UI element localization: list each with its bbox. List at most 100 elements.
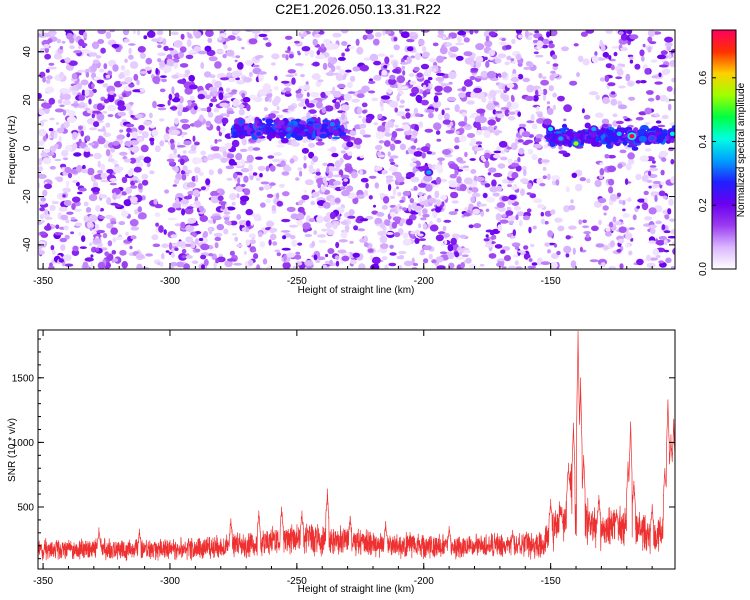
spectrogram-cell <box>604 75 610 83</box>
spectrogram-cell <box>543 144 549 149</box>
spectrogram-cell <box>628 96 636 101</box>
spectrogram-cell <box>194 141 200 146</box>
spectrogram-cell <box>317 138 323 142</box>
spectrogram-cell <box>232 30 241 34</box>
spectrogram-cell <box>338 239 348 243</box>
spectrogram-cell <box>522 77 531 83</box>
spectrogram-cell <box>420 217 427 221</box>
spectrogram-cell <box>381 69 388 76</box>
spectrogram-cell <box>519 219 523 227</box>
spectrogram-cell <box>219 127 226 133</box>
spectrogram-cell <box>78 39 85 47</box>
spectrogram-cell <box>334 160 342 169</box>
y-tick-label: 20 <box>22 94 33 106</box>
spectrogram-cell <box>177 51 185 59</box>
spectrogram-hotspot <box>649 136 655 141</box>
spectrogram-cell <box>200 254 207 260</box>
spectrogram-band-cell <box>340 124 345 131</box>
spectrogram-cell <box>432 210 438 219</box>
spectrogram-hotspot <box>573 141 579 146</box>
spectrogram-cell <box>595 243 605 248</box>
spectrogram-cell <box>471 113 480 116</box>
spectrogram-cell <box>663 230 671 234</box>
spectrogram-cell <box>348 45 355 50</box>
spectrogram-cell <box>229 193 237 201</box>
spectrogram-cell <box>265 42 272 47</box>
spectrogram-cell <box>174 117 179 125</box>
spectrogram-cell <box>253 253 259 260</box>
spectrogram-cell <box>267 155 275 159</box>
spectrogram-cell <box>422 51 430 58</box>
spectrogram-cell <box>610 91 616 95</box>
spectrogram-cell <box>237 177 241 184</box>
spectrogram-cell <box>133 73 139 81</box>
spectrogram-cell <box>80 79 89 86</box>
spectrogram-cell <box>463 37 470 43</box>
spectrogram-cell <box>115 48 122 53</box>
spectrogram-cell <box>422 222 428 230</box>
spectrogram-cell <box>502 94 510 102</box>
spectrogram-cell <box>428 253 433 260</box>
spectrogram-cell <box>392 188 397 196</box>
spectrogram-cell <box>507 116 516 121</box>
spectrogram-cell <box>389 195 396 199</box>
spectrogram-cell <box>119 129 124 133</box>
spectrogram-cell <box>548 85 554 92</box>
spectrogram-cell <box>271 204 276 212</box>
spectrogram-cell <box>488 89 497 98</box>
spectrogram-cell <box>589 259 599 263</box>
spectrogram-cell <box>50 245 55 251</box>
spectrogram-cell <box>506 206 511 211</box>
spectrogram-cell <box>594 51 598 57</box>
spectrogram-cell <box>455 55 464 61</box>
spectrogram-cell <box>664 214 670 220</box>
spectrogram-cell <box>340 150 347 154</box>
spectrogram-cell <box>616 68 624 76</box>
spectrogram-cell <box>188 74 195 82</box>
spectrogram-cell <box>107 70 113 76</box>
spectrogram-cell <box>208 253 214 257</box>
spectrogram-cell <box>88 52 98 57</box>
spectrogram-cell <box>514 260 519 266</box>
spectrogram-cell <box>104 251 110 257</box>
spectrogram-cell <box>171 243 176 247</box>
spectrogram-cell <box>429 83 433 88</box>
spectrogram-cell <box>248 259 254 267</box>
spectrogram-cell <box>226 153 235 159</box>
spectrogram-cell <box>297 206 305 213</box>
spectrogram-cell <box>618 226 627 233</box>
spectrogram-cell <box>652 248 660 256</box>
spectrogram-cell <box>266 92 273 98</box>
spectrogram-cell <box>247 146 254 152</box>
spectrogram-cell <box>109 182 117 186</box>
spectrogram-cell <box>387 88 393 94</box>
spectrogram-cell <box>536 118 545 124</box>
spectrogram-cell <box>262 37 269 41</box>
spectrogram-cell <box>255 156 263 160</box>
spectrogram-cell <box>63 199 72 207</box>
spectrogram-cell <box>579 246 583 252</box>
spectrogram-cell <box>42 102 52 109</box>
spectrogram-cell <box>506 55 512 61</box>
spectrogram-cell <box>591 225 599 232</box>
spectrogram-cell <box>287 69 296 74</box>
spectrogram-band-cell <box>280 137 289 144</box>
spectrogram-cell <box>511 171 519 179</box>
spectrogram-cell <box>44 183 52 190</box>
spectrogram-cell <box>648 185 652 189</box>
spectrogram-cell <box>262 258 268 265</box>
spectrogram-cell <box>69 45 75 50</box>
spectrogram-cell <box>258 33 268 38</box>
spectrogram-cell <box>234 236 239 242</box>
spectrogram-cell <box>109 30 116 33</box>
spectrogram-cell <box>263 107 268 112</box>
spectrogram-cell <box>511 38 516 45</box>
spectrogram-cell <box>122 93 127 98</box>
spectrogram-cell <box>295 261 303 266</box>
spectrogram-cell <box>523 169 527 177</box>
spectrogram-cell <box>182 150 187 154</box>
spectrogram-cell <box>405 171 415 178</box>
spectrogram-cell <box>213 232 223 237</box>
spectrogram-cell <box>110 227 118 235</box>
spectrogram-cell <box>552 92 557 98</box>
